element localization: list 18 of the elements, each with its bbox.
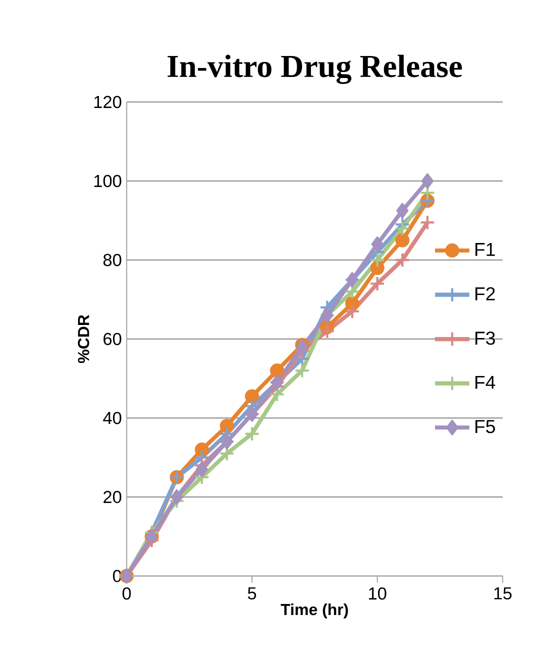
chart-title: In-vitro Drug Release (168, 54, 462, 84)
y-axis-title: %CDR (78, 314, 90, 364)
x-tick-label: 0 (122, 587, 131, 600)
legend-label: F3 (475, 332, 495, 345)
y-tick-label: 20 (104, 490, 122, 504)
y-tick-label: 120 (94, 96, 122, 108)
x-tick-label: 15 (494, 587, 512, 600)
y-tick-label: 40 (103, 412, 122, 424)
legend-label: F1 (475, 243, 495, 256)
x-axis-title: Time (hr) (280, 603, 348, 618)
y-tick-label: 100 (94, 174, 122, 188)
x-tick-label: 10 (369, 587, 386, 600)
legend-label: F5 (475, 420, 495, 434)
x-tick-label: 5 (248, 587, 256, 600)
legend-label: F4 (475, 376, 496, 389)
y-tick-label: 80 (103, 254, 122, 266)
legend-label: F2 (475, 287, 495, 300)
y-tick-label: 60 (104, 332, 122, 346)
